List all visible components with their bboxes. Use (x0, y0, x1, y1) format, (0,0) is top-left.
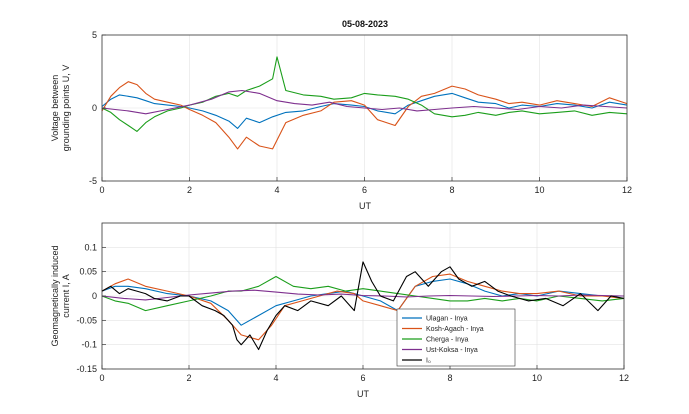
top-y-axis-label-line1: Voltage between (50, 75, 60, 142)
bottom-x-tick-label: 0 (99, 373, 104, 383)
bottom-y-tick-label: 0.1 (84, 242, 97, 252)
top-y-tick-label: 5 (92, 30, 97, 40)
bottom-series-group (101, 261, 625, 351)
bottom-x-tick-label: 2 (186, 373, 191, 383)
top-x-tick-label: 6 (362, 185, 367, 195)
bottom-x-tick-label: 10 (532, 373, 542, 383)
bottom-y-tick-label: 0 (92, 291, 97, 301)
bottom-x-tick-label: 12 (619, 373, 629, 383)
legend-label: I₀ (426, 358, 431, 365)
bottom-x-axis-label: UT (357, 389, 369, 399)
bottom-y-tick-label: -0.15 (76, 364, 97, 374)
top-ticks: 0 2 4 6 8 10 12-505 (89, 30, 632, 195)
bottom-y-axis-label-line1: Geomagnetically induced (50, 245, 60, 346)
top-x-tick-label: 0 (99, 185, 104, 195)
top-series-line-3 (101, 89, 628, 115)
top-x-tick-label: 4 (274, 185, 279, 195)
bottom-x-tick-label: 4 (273, 373, 278, 383)
top-x-tick-label: 10 (534, 185, 544, 195)
bottom-y-tick-label: -0.1 (81, 340, 97, 350)
top-x-tick-label: 8 (449, 185, 454, 195)
legend-label: Ulagan - Inya (426, 316, 468, 323)
top-chart-title: 05-08-2023 (342, 19, 388, 29)
bottom-y-tick-label: -0.05 (76, 315, 97, 325)
top-y-axis-label-line2: grounding points U, V (61, 65, 71, 152)
bottom-ticks: 0 2 4 6 8 10 12 -0.15 -0.1 -0.05 0 0.05 0.1 (76, 242, 629, 383)
top-x-axis-label: UT (359, 201, 371, 211)
top-y-tick-label: -5 (89, 176, 97, 186)
legend-items: Ulagan - Inya Kosh-Agach - Inya Cherga - I… (402, 316, 484, 365)
legend: Ulagan - Inya Kosh-Agach - Inya Cherga - I… (396, 308, 516, 367)
legend-label: Kosh-Agach - Inya (426, 326, 484, 333)
top-series-group (101, 56, 628, 150)
bottom-y-axis-label-line2: current I, A (61, 274, 71, 318)
top-x-tick-label: 2 (187, 185, 192, 195)
bottom-series-line-4 (101, 261, 625, 351)
top-series-line-1 (101, 81, 628, 150)
bottom-series-line-3 (101, 289, 625, 301)
top-series-line-0 (101, 92, 628, 129)
top-x-tick-label: 12 (622, 185, 632, 195)
bottom-y-tick-label: 0.05 (79, 267, 97, 277)
bottom-x-tick-label: 6 (360, 373, 365, 383)
top-y-tick-label: 0 (92, 103, 97, 113)
bottom-x-tick-label: 8 (447, 373, 452, 383)
legend-label: Cherga - Inya (426, 337, 469, 344)
bottom-panel: 0 2 4 6 8 10 12 -0.15 -0.1 -0.05 0 0.05 0.1 UT Geoma… (50, 222, 629, 399)
top-series-line-2 (101, 56, 628, 132)
top-panel: 05-08-2023 0 2 4 6 8 10 12-505 UT Voltage betw… (50, 19, 632, 211)
legend-label: Ust-Koksa - Inya (426, 347, 478, 354)
